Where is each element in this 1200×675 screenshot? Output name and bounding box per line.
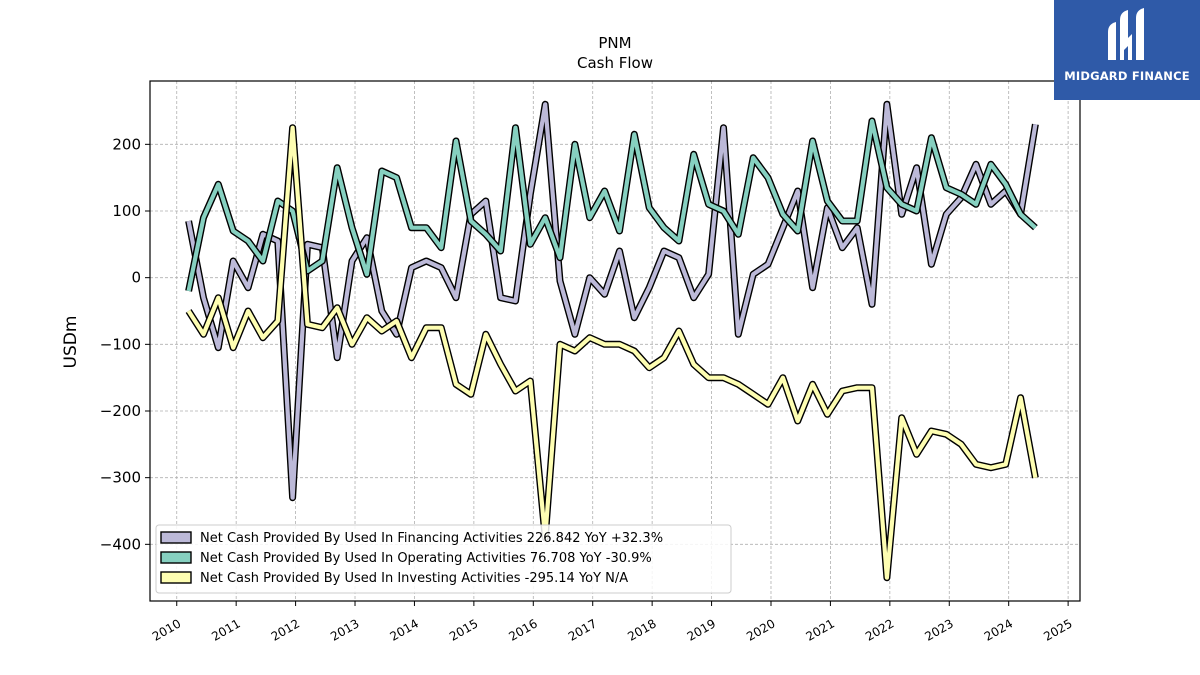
midgard-finance-logo: MIDGARD FINANCE [1054, 0, 1200, 100]
chart-subtitle: Cash Flow [577, 54, 653, 72]
x-tick-label: 2011 [209, 616, 242, 643]
x-tick-label: 2017 [566, 616, 599, 643]
legend-label: Net Cash Provided By Used In Financing A… [200, 531, 663, 546]
series-stroke [186, 125, 1038, 580]
x-tick-label: 2021 [804, 616, 837, 643]
logo-text: MIDGARD FINANCE [1064, 69, 1190, 83]
x-tick-label: 2012 [269, 616, 302, 643]
y-tick-label: 200 [112, 135, 141, 153]
series-stroke [186, 118, 1037, 292]
legend-box [155, 524, 732, 594]
y-tick-label: −100 [100, 335, 141, 353]
series-stroke [186, 102, 1038, 500]
x-tick-label: 2022 [863, 616, 896, 643]
y-axis-label: USDm [61, 316, 81, 369]
y-tick-label: −200 [100, 402, 141, 420]
x-tick-label: 2025 [1041, 616, 1074, 643]
series-line-1 [185, 117, 1038, 292]
series-lines [185, 100, 1039, 582]
x-tick-label: 2013 [328, 616, 361, 643]
x-tick-label: 2020 [744, 616, 777, 643]
x-tick-label: 2023 [922, 616, 955, 643]
series-line-2 [185, 124, 1039, 582]
legend-label: Net Cash Provided By Used In Investing A… [200, 571, 628, 586]
x-tick-label: 2024 [982, 616, 1015, 643]
legend: Net Cash Provided By Used In Financing A… [155, 524, 732, 594]
y-tick-label: −300 [100, 469, 141, 487]
series-line-0 [185, 100, 1039, 502]
legend-swatch [160, 531, 192, 544]
plot-frame [149, 80, 1081, 602]
x-tick-label: 2018 [625, 616, 658, 643]
x-tick-label: 2014 [388, 616, 421, 643]
x-tick-label: 2016 [506, 616, 539, 643]
legend-label: Net Cash Provided By Used In Operating A… [200, 551, 652, 566]
y-tick-label: −400 [100, 535, 141, 553]
legend-swatch [160, 551, 192, 564]
logo-mark-icon [1108, 8, 1144, 60]
x-tick-label: 2019 [685, 616, 718, 643]
chart-title: PNM [598, 34, 631, 52]
y-tick-label: 100 [112, 202, 141, 220]
x-tick-label: 2015 [447, 616, 480, 643]
y-tick-label: 0 [131, 269, 141, 287]
x-tick-label: 2010 [150, 616, 183, 643]
legend-swatch [160, 571, 192, 584]
